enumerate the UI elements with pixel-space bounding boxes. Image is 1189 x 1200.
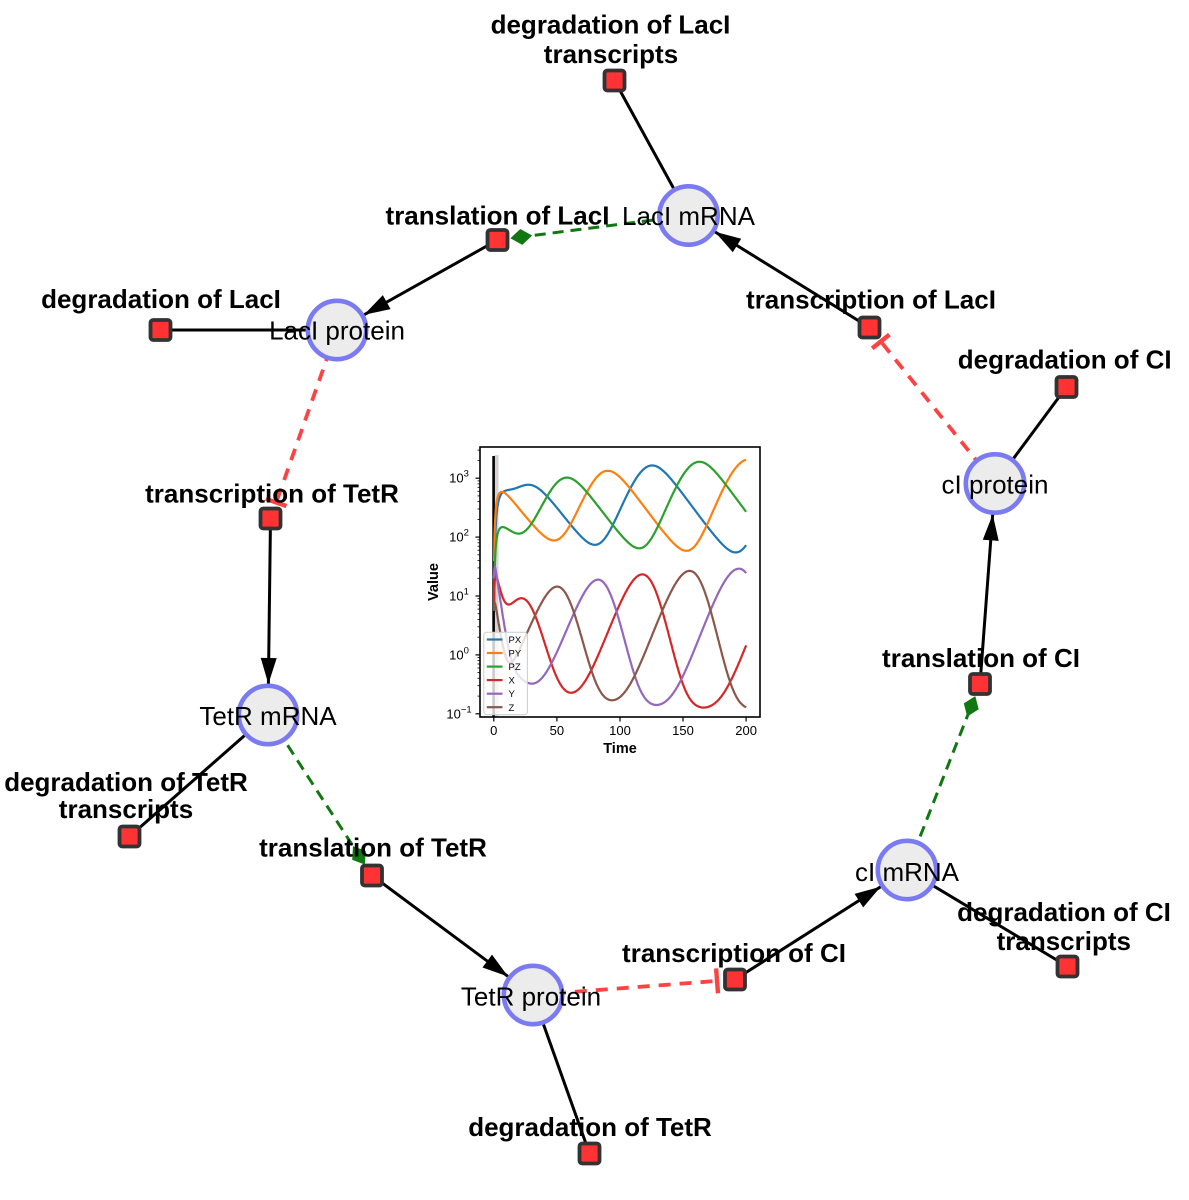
svg-text:TetR protein: TetR protein — [461, 982, 601, 1012]
svg-text:PX: PX — [509, 635, 522, 646]
svg-text:cI mRNA: cI mRNA — [855, 857, 960, 887]
svg-text:translation of TetR: translation of TetR — [259, 833, 487, 863]
svg-text:Z: Z — [509, 703, 515, 714]
svg-text:TetR mRNA: TetR mRNA — [199, 701, 337, 731]
svg-text:100: 100 — [609, 723, 631, 738]
svg-text:degradation of LacI: degradation of LacI — [41, 284, 281, 314]
svg-text:degradation of TetR: degradation of TetR — [468, 1112, 712, 1142]
svg-text:transcription of LacI: transcription of LacI — [746, 285, 996, 315]
svg-text:150: 150 — [672, 723, 694, 738]
svg-text:10−1: 10−1 — [446, 704, 471, 721]
svg-text:200: 200 — [735, 723, 757, 738]
svg-text:degradation of CI: degradation of CI — [957, 897, 1171, 927]
svg-text:Y: Y — [509, 689, 516, 700]
svg-text:translation of CI: translation of CI — [882, 643, 1080, 673]
svg-text:degradation of CI: degradation of CI — [958, 345, 1172, 375]
svg-text:degradation of TetR: degradation of TetR — [4, 767, 248, 797]
svg-text:transcripts: transcripts — [544, 39, 678, 69]
svg-text:transcripts: transcripts — [997, 926, 1131, 956]
svg-text:LacI mRNA: LacI mRNA — [622, 201, 756, 231]
svg-text:103: 103 — [449, 469, 469, 486]
svg-text:102: 102 — [449, 528, 469, 545]
svg-text:50: 50 — [550, 723, 564, 738]
svg-text:PZ: PZ — [509, 662, 521, 673]
svg-text:transcription of TetR: transcription of TetR — [145, 479, 399, 509]
svg-text:101: 101 — [449, 587, 469, 604]
svg-text:cI protein: cI protein — [942, 470, 1049, 500]
svg-text:transcripts: transcripts — [59, 794, 193, 824]
svg-text:0: 0 — [490, 723, 497, 738]
svg-text:Time: Time — [603, 741, 637, 757]
svg-text:PY: PY — [509, 649, 522, 660]
svg-text:Value: Value — [426, 563, 442, 601]
svg-text:transcription of CI: transcription of CI — [622, 938, 846, 968]
svg-text:translation of LacI: translation of LacI — [386, 201, 610, 231]
svg-text:X: X — [509, 676, 516, 687]
svg-text:LacI protein: LacI protein — [269, 316, 405, 346]
svg-text:100: 100 — [449, 645, 469, 662]
svg-text:degradation of LacI: degradation of LacI — [491, 10, 731, 40]
